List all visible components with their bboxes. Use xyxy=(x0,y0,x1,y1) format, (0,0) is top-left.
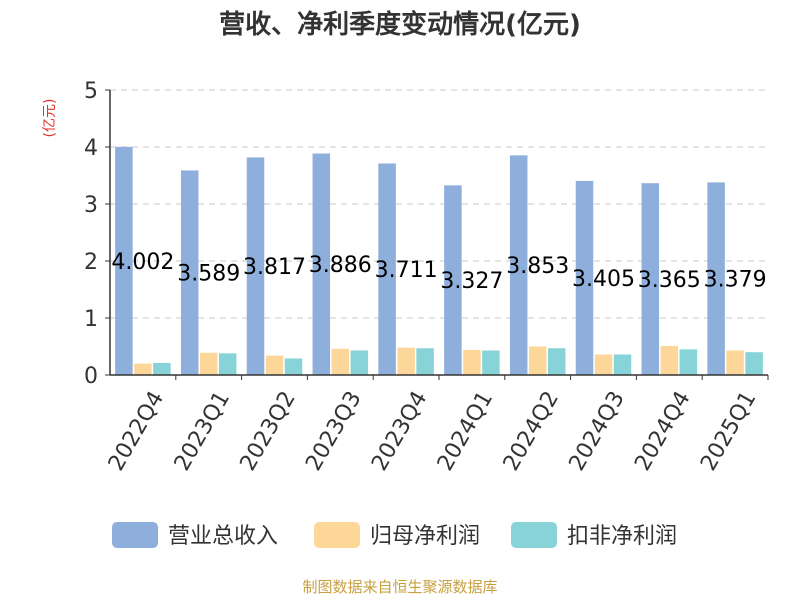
legend-item-0[interactable]: 营业总收入 xyxy=(112,522,278,549)
data-label: 3.405 xyxy=(572,267,635,292)
bar-2024Q2-0[interactable] xyxy=(509,155,528,375)
y-tick-label: 3 xyxy=(84,193,98,218)
bar-2023Q4-1[interactable] xyxy=(397,347,415,375)
bar-2025Q1-2[interactable] xyxy=(745,352,763,375)
data-label: 3.379 xyxy=(704,268,767,293)
y-unit-label: (亿元) xyxy=(42,99,58,138)
bar-2024Q1-2[interactable] xyxy=(482,350,500,375)
bar-2023Q2-0[interactable] xyxy=(246,157,265,375)
data-label: 4.002 xyxy=(111,250,174,275)
data-label: 3.853 xyxy=(506,254,569,279)
y-tick-label: 1 xyxy=(84,307,98,332)
bar-2024Q4-2[interactable] xyxy=(679,349,698,375)
data-label: 3.365 xyxy=(638,268,701,293)
bar-2022Q4-2[interactable] xyxy=(153,363,171,375)
x-tick-label: 2022Q4 xyxy=(104,387,169,475)
bar-2024Q4-0[interactable] xyxy=(641,183,660,375)
y-tick-label: 2 xyxy=(84,250,98,275)
legend-label: 归母净利润 xyxy=(370,524,480,549)
bars xyxy=(115,146,763,376)
data-label: 3.589 xyxy=(177,262,240,287)
bar-2024Q3-2[interactable] xyxy=(613,354,632,375)
data-label: 3.886 xyxy=(309,253,372,278)
y-tick-label: 5 xyxy=(84,79,98,104)
bar-2023Q1-1[interactable] xyxy=(199,352,218,375)
data-labels: 4.002 3.589 3.817 3.886 3.711 3.3273.8533.405… xyxy=(111,250,766,294)
x-tick-label: 2024Q1 xyxy=(433,387,498,475)
x-tick-label: 2025Q1 xyxy=(696,387,761,475)
bar-2023Q1-0[interactable] xyxy=(180,170,199,375)
y-tick-label: 0 xyxy=(84,364,98,389)
x-tick-label: 2024Q2 xyxy=(499,387,564,475)
legend-swatch xyxy=(112,522,158,548)
legend-label: 扣非净利润 xyxy=(567,524,677,549)
legend-label: 营业总收入 xyxy=(168,524,278,549)
bar-2024Q3-1[interactable] xyxy=(594,354,613,375)
x-tick-label: 2024Q4 xyxy=(630,387,695,475)
bar-2022Q4-1[interactable] xyxy=(134,363,152,375)
legend[interactable]: 营业总收入 归母净利润 扣非净利润 xyxy=(112,522,677,549)
bar-2023Q2-1[interactable] xyxy=(265,355,284,375)
bar-2025Q1-1[interactable] xyxy=(726,350,744,375)
x-tick-label: 2023Q4 xyxy=(367,387,432,475)
bar-2024Q4-1[interactable] xyxy=(660,345,679,375)
x-tick-label: 2023Q3 xyxy=(301,387,366,475)
x-tick-label: 2023Q1 xyxy=(170,387,235,475)
y-tick-label: 4 xyxy=(84,136,98,161)
bar-2023Q2-2[interactable] xyxy=(284,358,303,375)
x-tick-label: 2024Q3 xyxy=(565,387,630,475)
bar-2023Q1-2[interactable] xyxy=(218,353,237,375)
bar-2023Q3-0[interactable] xyxy=(312,153,331,375)
bar-2023Q4-2[interactable] xyxy=(416,348,434,375)
bar-2024Q2-1[interactable] xyxy=(528,346,547,376)
chart-title: 营收、净利季度变动情况(亿元) xyxy=(219,9,581,40)
bar-2025Q1-0[interactable] xyxy=(707,182,725,375)
bar-2023Q3-2[interactable] xyxy=(350,350,369,375)
x-tick-label: 2023Q2 xyxy=(236,387,301,475)
legend-swatch xyxy=(511,522,557,548)
bar-2024Q2-2[interactable] xyxy=(547,348,566,375)
legend-item-1[interactable]: 归母净利润 xyxy=(314,522,480,549)
bar-2023Q3-1[interactable] xyxy=(331,348,350,375)
bar-2023Q4-0[interactable] xyxy=(378,163,396,375)
bar-2022Q4-0[interactable] xyxy=(115,146,133,375)
source-note: 制图数据来自恒生聚源数据库 xyxy=(302,578,497,596)
bar-2024Q1-1[interactable] xyxy=(463,349,481,375)
legend-item-2[interactable]: 扣非净利润 xyxy=(511,522,677,549)
bar-2024Q3-0[interactable] xyxy=(575,180,594,375)
legend-swatch xyxy=(314,522,360,548)
data-label: 3.327 xyxy=(440,269,503,294)
data-label: 3.817 xyxy=(243,255,306,280)
bar-2024Q1-0[interactable] xyxy=(444,185,462,375)
data-label: 3.711 xyxy=(375,258,438,283)
